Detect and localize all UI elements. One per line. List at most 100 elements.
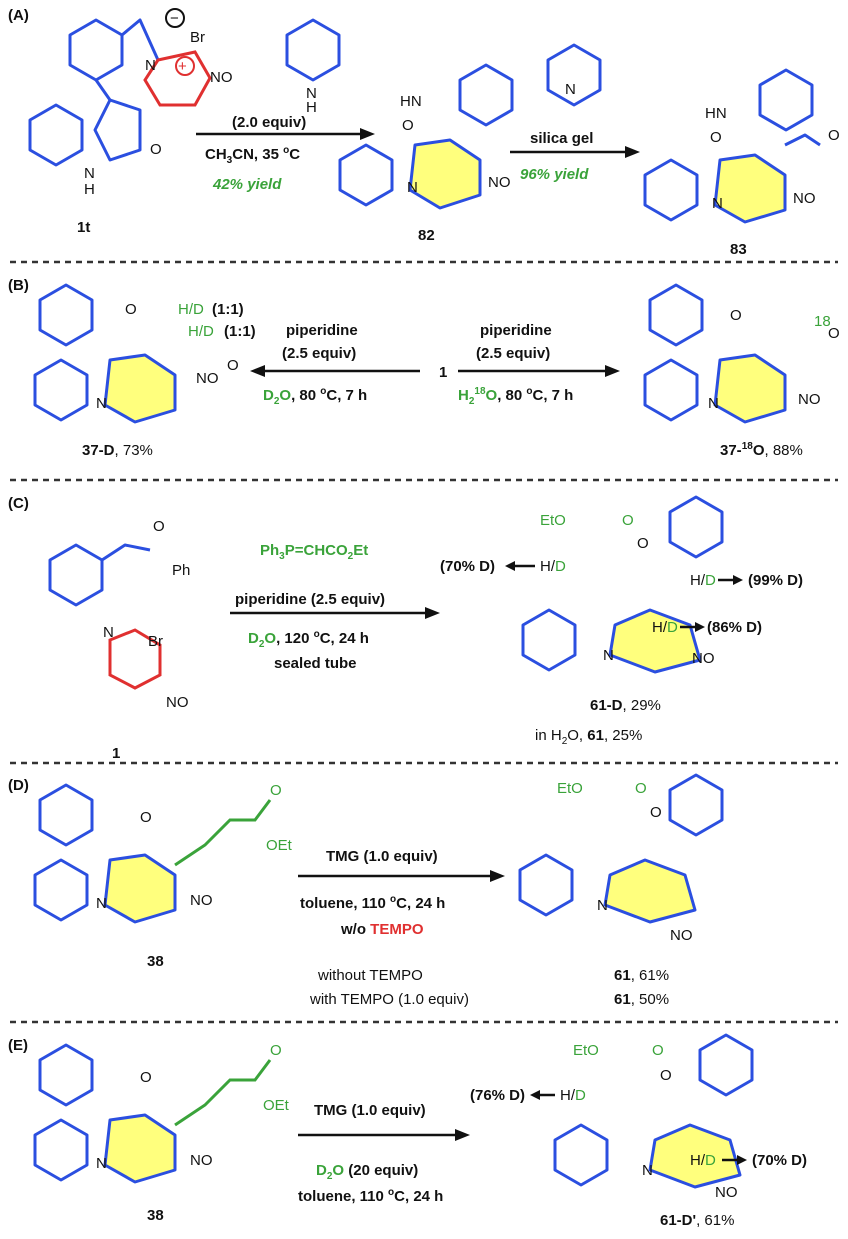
svg-text:O: O [652, 1042, 664, 1059]
center-1: 1 [439, 364, 447, 381]
cond-b-right: H218O, 80 oC, 7 h [458, 386, 573, 407]
svg-text:N: N [103, 624, 114, 641]
svg-text:O: O [270, 782, 282, 799]
product-37-18o: 37-18O, 88% [720, 441, 803, 459]
reagent-a1: (2.0 equiv) [232, 114, 306, 131]
svg-text:NO: NO [798, 391, 821, 408]
deuterium-e-2: (70% D) [752, 1152, 807, 1169]
note-c: in H2O, 61, 25% [535, 727, 642, 747]
reagent-a2: silica gel [530, 130, 593, 147]
compound-83-label: 83 [730, 241, 747, 258]
svg-text:N: N [407, 179, 418, 196]
svg-text:O: O [828, 325, 840, 342]
equiv-b-left: (2.5 equiv) [282, 345, 356, 362]
svg-text:HN: HN [705, 105, 727, 122]
piperidine-structure: N H [285, 18, 341, 116]
svg-text:O: O [660, 1067, 672, 1084]
structure-82: N NO HN O N [338, 43, 602, 210]
svg-text:NO: NO [196, 370, 219, 387]
product-61-d-prime: 61-D', 61% [660, 1212, 734, 1229]
structure-61-d: N EtO O O H/D H/D H/D NO [521, 495, 724, 674]
svg-text:NO: NO [190, 892, 213, 909]
svg-text:H/D: H/D [188, 323, 214, 340]
svg-text:O: O [150, 141, 162, 158]
reagent-e: TMG (1.0 equiv) [314, 1102, 426, 1119]
svg-text:−: − [170, 10, 179, 27]
svg-text:NO: NO [692, 650, 715, 667]
svg-text:O: O [125, 301, 137, 318]
svg-text:NO: NO [793, 190, 816, 207]
equiv-b-right: (2.5 equiv) [476, 345, 550, 362]
row2-label: with TEMPO (1.0 equiv) [309, 991, 469, 1008]
svg-text:N: N [565, 81, 576, 98]
svg-text:EtO: EtO [573, 1042, 599, 1059]
product-37-d: 37-D, 73% [82, 442, 153, 459]
svg-text:N: N [642, 1162, 653, 1179]
svg-text:N: N [597, 897, 608, 914]
compound-82-label: 82 [418, 227, 435, 244]
structure-61: N EtO O O NO [518, 773, 724, 944]
svg-text:O: O [227, 357, 239, 374]
svg-text:O: O [270, 1042, 282, 1059]
svg-text:EtO: EtO [540, 512, 566, 529]
structure-83: N NO HN O O [643, 68, 840, 224]
svg-text:N: N [84, 165, 95, 182]
svg-text:Ph: Ph [172, 562, 190, 579]
panel-label-b: (B) [8, 277, 29, 294]
svg-text:NO: NO [166, 694, 189, 711]
svg-text:N: N [96, 395, 107, 412]
cond-d: toluene, 110 oC, 24 h [300, 894, 445, 912]
cond-a1: CH3CN, 35 oC [205, 145, 300, 166]
svg-text:O: O [140, 1069, 152, 1086]
cond-e-1: D2O (20 equiv) [316, 1162, 418, 1182]
svg-text:H/D: H/D [690, 572, 716, 589]
svg-text:HN: HN [400, 93, 422, 110]
panel-label-c: (C) [8, 495, 29, 512]
svg-text:N: N [96, 1155, 107, 1172]
svg-text:OEt: OEt [263, 1097, 290, 1114]
structure-1t: N + Br − NO O N H [28, 8, 233, 198]
row1-val: 61, 61% [614, 967, 669, 984]
cond-c: D2O, 120 oC, 24 h [248, 629, 369, 650]
panel-label-a: (A) [8, 7, 29, 24]
svg-text:NO: NO [670, 927, 693, 944]
svg-text:NO: NO [190, 1152, 213, 1169]
cond-e-2: toluene, 110 oC, 24 h [298, 1187, 443, 1205]
wittig-reagent: Ph3P=CHCO2Et [260, 542, 368, 562]
svg-text:H/D: H/D [652, 619, 678, 636]
vessel-c: sealed tube [274, 655, 357, 672]
reagent-c: piperidine (2.5 equiv) [235, 591, 385, 608]
start-38-e: 38 [147, 1207, 164, 1224]
svg-text:O: O [622, 512, 634, 529]
svg-text:O: O [650, 804, 662, 821]
svg-text:O: O [730, 307, 742, 324]
svg-text:+: + [178, 58, 187, 75]
structure-38-e: N O NO O OEt [33, 1042, 290, 1184]
svg-text:H/D: H/D [540, 558, 566, 575]
svg-text:N: N [306, 85, 317, 102]
structure-61-d-prime: N EtO O O H/D H/D NO [553, 1033, 754, 1201]
panel-label-e: (E) [8, 1037, 28, 1054]
structure-38-d: N O NO O OEt [33, 782, 293, 924]
reagent-b-right: piperidine [480, 322, 552, 339]
svg-text:N: N [96, 895, 107, 912]
structure-37-18o: N O NO 18 O [643, 283, 840, 424]
reagent-b-left: piperidine [286, 322, 358, 339]
compound-1t-label: 1t [77, 219, 90, 236]
svg-text:Br: Br [148, 633, 163, 650]
deuterium-e-1: (76% D) [470, 1087, 525, 1104]
svg-text:N: N [145, 57, 156, 74]
svg-text:H/D: H/D [560, 1087, 586, 1104]
cond-b-left: D2O, 80 oC, 7 h [263, 386, 367, 407]
start-38-d: 38 [147, 953, 164, 970]
wo-tempo: w/o TEMPO [340, 921, 424, 938]
svg-text:O: O [828, 127, 840, 144]
structure-37-d: N O NO H/D H/D O [33, 283, 239, 424]
svg-text:18: 18 [814, 313, 831, 330]
svg-text:O: O [153, 518, 165, 535]
svg-text:H/D: H/D [690, 1152, 716, 1169]
yield-a1: 42% yield [212, 176, 282, 193]
svg-text:O: O [402, 117, 414, 134]
svg-text:NO: NO [488, 174, 511, 191]
